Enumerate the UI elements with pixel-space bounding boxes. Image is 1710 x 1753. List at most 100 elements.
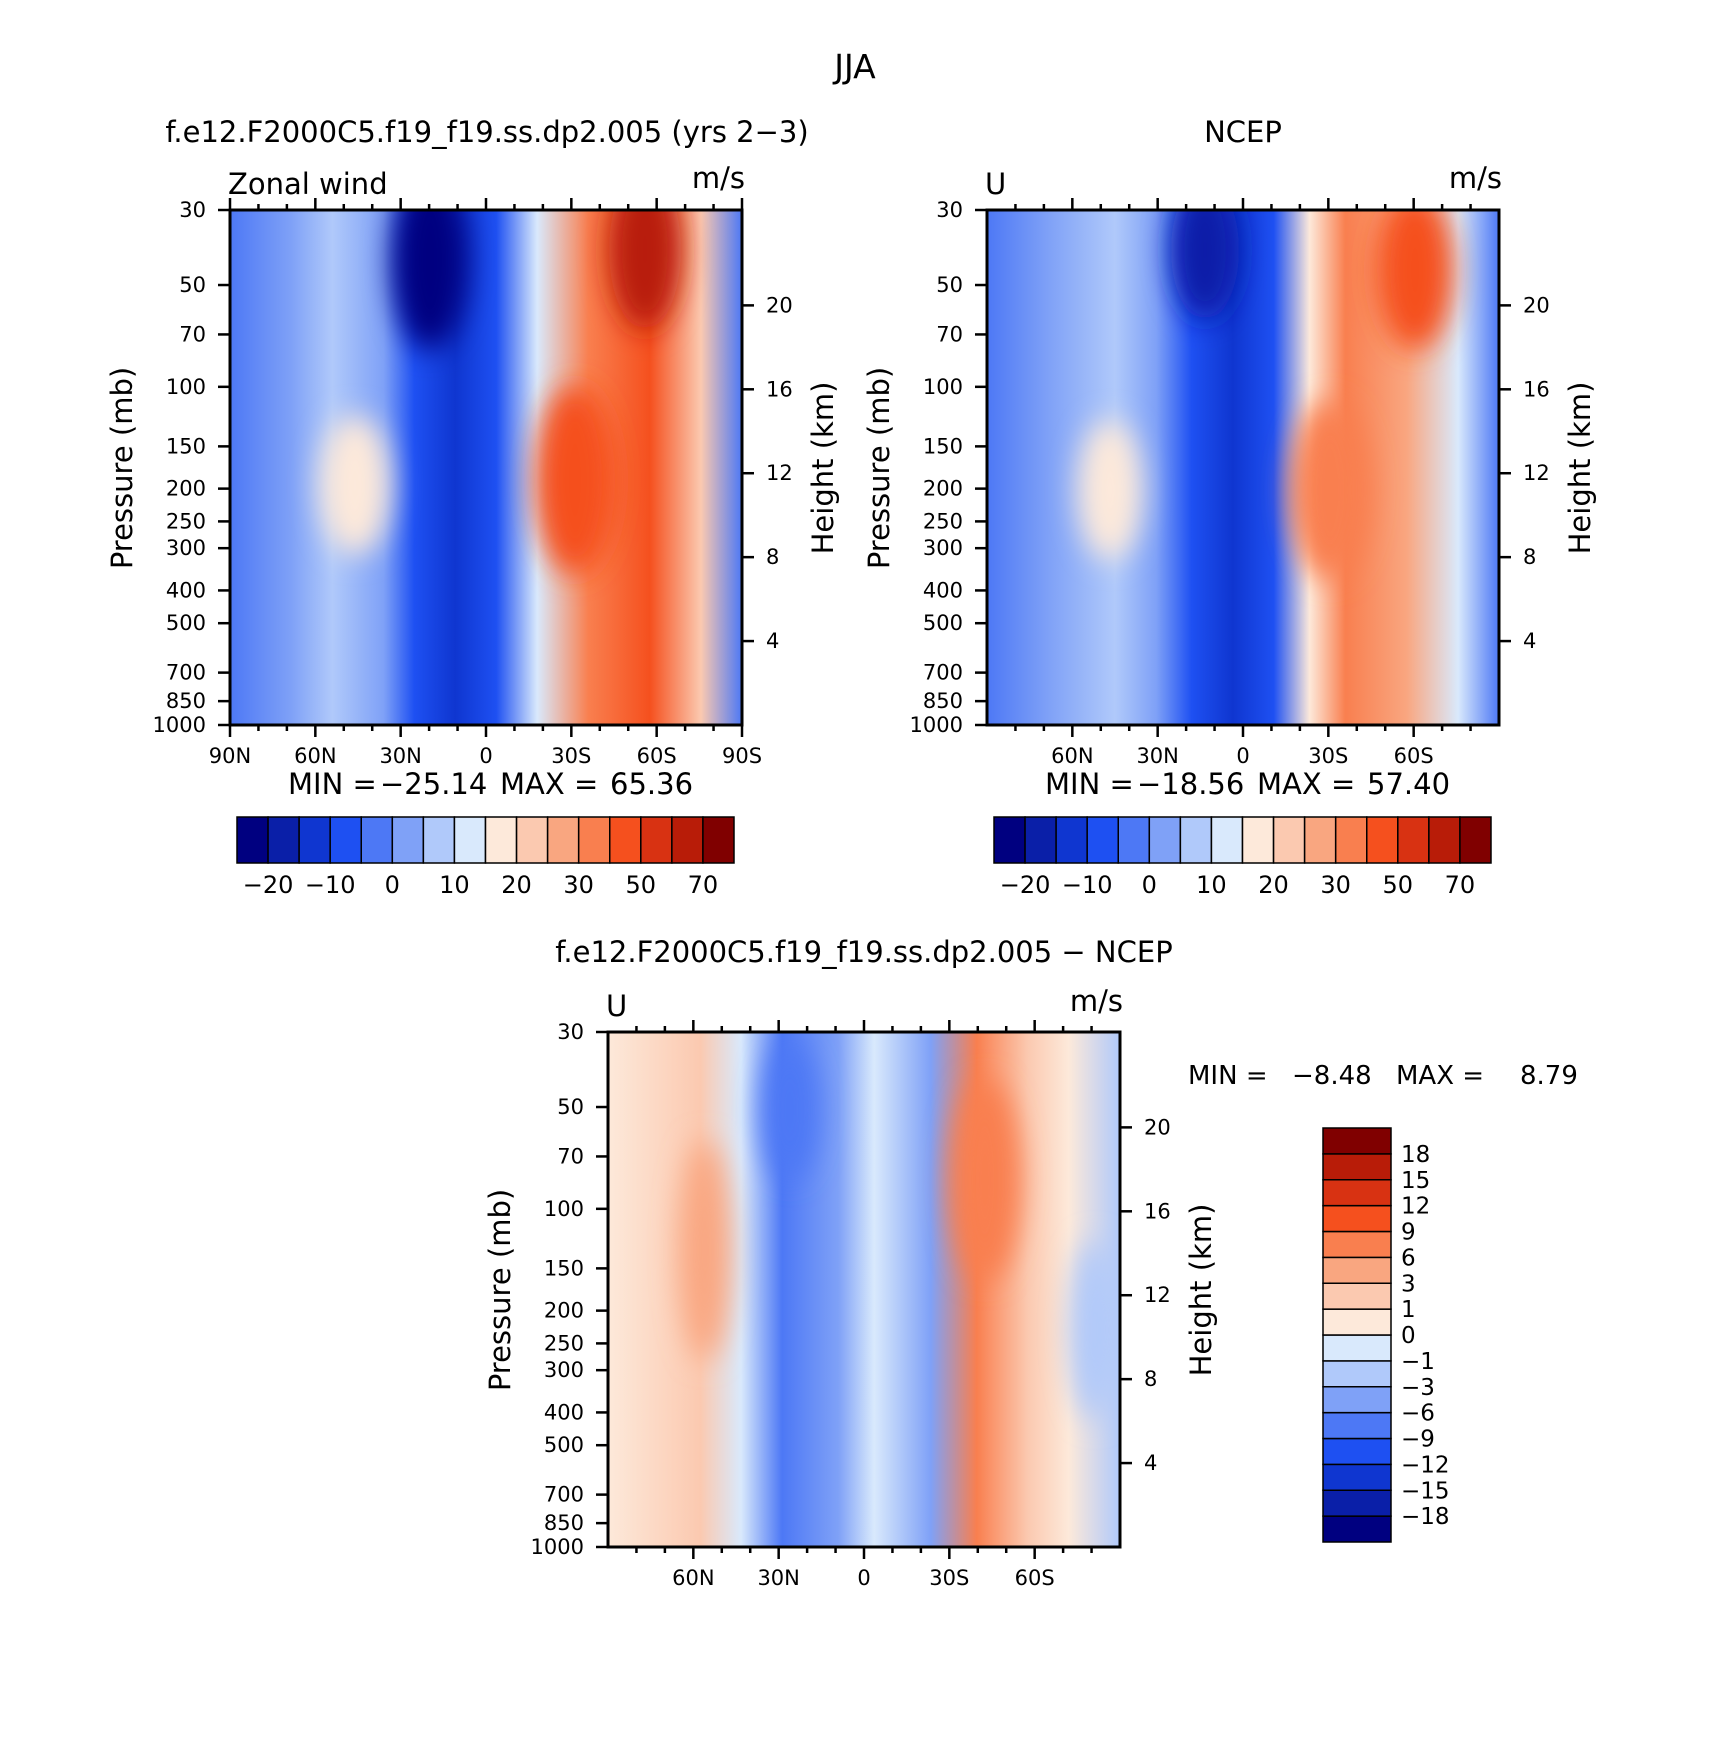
panel-model-min-label: MIN = [288,767,377,801]
panel-diff-title: f.e12.F2000C5.f19_f19.ss.dp2.005 − NCEP [555,935,1172,969]
x-tick-label: 30S [551,744,591,768]
y2-tick-label: 16 [1144,1199,1171,1223]
colorbar-swatch [484,816,518,864]
panel-ncep-left-label: U [985,167,1006,201]
colorbar-label: 50 [626,871,657,899]
y-tick-label: 30 [179,198,206,222]
panel-diff-min-label: MIN = [1188,1061,1268,1091]
y-tick-label: 150 [166,434,206,458]
colorbar-swatch [702,816,735,864]
y2-tick-label: 20 [766,293,793,317]
colorbar-label: 10 [439,871,470,899]
x-tick-label: 0 [857,1566,870,1590]
colorbar-label: 15 [1401,1168,1430,1194]
panel-ncep-contours [1078,210,1453,580]
colorbar-swatch [1322,1282,1392,1310]
y-tick-label: 250 [923,509,963,533]
y-tick-label: 250 [544,1331,584,1355]
colorbar-swatch [1117,816,1151,864]
panel-diff-positive-sh-core [950,1080,1020,1280]
y-tick-label: 70 [179,322,206,346]
panel-diff-negative-sh-polar [1070,1240,1120,1420]
x-tick-label: 0 [479,744,492,768]
colorbar-label: −1 [1401,1349,1435,1375]
colorbar-swatch [1322,1437,1392,1466]
colorbar-swatch [391,816,425,864]
y-tick-label: 850 [166,689,206,713]
y2-tick-label: 12 [766,461,793,485]
colorbar-label: 20 [501,871,532,899]
y-tick-label: 300 [544,1358,584,1382]
panel-model-subtropical-jet [535,385,615,575]
colorbar-swatch [422,816,456,864]
panel-ncep-max-value: 57.40 [1367,767,1450,801]
x-tick-label: 30N [1136,744,1178,768]
colorbar-swatch [1322,1179,1392,1207]
colorbar-swatch [1055,816,1088,864]
y-tick-label: 1000 [910,713,963,737]
colorbar-swatch [298,816,331,864]
panel-ncep-polar-night-jet [1377,210,1453,350]
colorbar-label: −9 [1401,1427,1435,1453]
panel-diff-negative-tropical-core [762,1040,818,1180]
y-tick-label: 500 [544,1433,584,1457]
colorbar-swatch [1148,816,1182,864]
colorbar-label: −20 [243,871,294,899]
x-tick-label: 60S [1015,1566,1055,1590]
colorbar-swatch [1322,1334,1392,1362]
panel-diff-max-value: 8.79 [1520,1061,1578,1091]
y2-tick-label: 4 [1144,1451,1157,1475]
colorbar-swatch [1397,816,1430,864]
y-tick-label: 150 [923,434,963,458]
x-tick-label: 60N [1051,744,1093,768]
y2-tick-label: 8 [1144,1367,1157,1391]
panel-diff-axes: 60N 30N 0 30S 60S 30 50 70 100 150 200 250 300 400 500… [531,1020,1171,1590]
panel-model-plot-area [230,210,742,725]
y-tick-label: 200 [166,477,206,501]
colorbar-swatch [1322,1153,1392,1181]
colorbar-label: 12 [1401,1194,1430,1220]
colorbar-swatch [1322,1463,1392,1491]
y-tick-label: 70 [936,322,963,346]
panel-model-polar-night-jet [609,210,681,330]
colorbar-label: 0 [1401,1323,1416,1349]
colorbar-swatch [267,816,300,864]
panel-diff-contours [680,1040,1120,1420]
y-tick-label: 400 [923,578,963,602]
panel-ncep: NCEP U m/s 60N 30N 0 30S 60S3050701001502002… [862,115,1597,899]
panel-diff-positive-nh-band [680,1140,730,1360]
colorbar-swatch [1272,816,1306,864]
y-tick-label: 700 [166,661,206,685]
colorbar-label: 30 [1320,871,1351,899]
colorbar-label: 20 [1258,871,1289,899]
panel-model-max-label: MAX = [500,767,598,801]
y-tick-label: 300 [923,536,963,560]
y-tick-label: 200 [544,1299,584,1323]
panel-diff-ylabel: Pressure (mb) [483,1189,517,1391]
y-tick-label: 500 [166,611,206,635]
y-tick-label: 70 [557,1144,584,1168]
y2-tick-label: 20 [1144,1115,1171,1139]
panel-diff-y2label: Height (km) [1184,1204,1218,1377]
colorbar-swatch [1322,1308,1392,1336]
panel-model-contours [320,210,681,575]
y-tick-label: 1000 [153,713,206,737]
colorbar-swatch [1024,816,1057,864]
colorbar-swatch [993,816,1026,864]
panel-ncep-units: m/s [1449,161,1502,195]
y2-tick-label: 12 [1144,1283,1171,1307]
panel-model-easterly-jet-core [392,210,468,350]
colorbar-label: 6 [1401,1245,1416,1271]
y-tick-label: 100 [923,375,963,399]
y-tick-label: 30 [557,1020,584,1044]
y2-tick-label: 8 [1523,545,1536,569]
colorbar-swatch [1322,1256,1392,1284]
y2-tick-label: 12 [1523,461,1550,485]
y-tick-label: 50 [557,1095,584,1119]
colorbar-swatch [1210,816,1244,864]
colorbar-swatch [360,816,394,864]
y-tick-label: 50 [179,273,206,297]
colorbar-label: −18 [1401,1504,1450,1530]
y2-tick-label: 4 [1523,629,1536,653]
